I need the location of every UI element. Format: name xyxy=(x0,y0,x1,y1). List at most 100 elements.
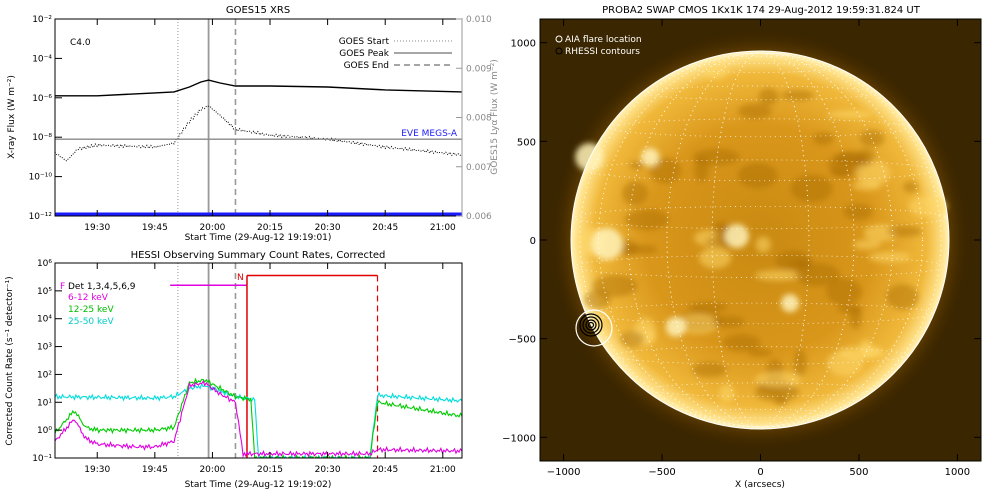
goes-y2-axis: 0.006 0.007 0.008 0.009 0.010 xyxy=(456,15,492,222)
hessi-title: HESSI Observing Summary Count Rates, Cor… xyxy=(131,250,386,261)
hessi-x-tick-label: 20:15 xyxy=(257,465,283,475)
swap-texture-blob xyxy=(692,361,727,378)
goes-x-tick-label: 19:30 xyxy=(84,223,110,233)
swap-y-axis: 1000 500 0 −500 −1000 xyxy=(502,39,981,444)
goes-y-tick-label: 10⁻⁶ xyxy=(32,94,52,104)
swap-texture-blob xyxy=(624,209,670,231)
goes-flare-class: C4.0 xyxy=(70,38,91,48)
swap-grid-latitude xyxy=(588,302,933,325)
goes-y2-tick-label: 0.006 xyxy=(466,212,492,222)
swap-active-region xyxy=(590,227,623,260)
swap-grid-latitude xyxy=(612,346,909,365)
goes-x-label: Start Time (29-Aug-12 19:19:01) xyxy=(185,233,332,243)
goes-x-tick-label: 21:00 xyxy=(430,223,456,233)
goes-y-tick-label: 10⁻¹⁰ xyxy=(29,173,53,183)
hessi-panel: HESSI Observing Summary Count Rates, Cor… xyxy=(5,250,463,490)
swap-texture-blob xyxy=(737,103,772,119)
goes-x-tick-label: 20:30 xyxy=(315,223,341,233)
swap-legend: AIA flare location RHESSI contours xyxy=(555,35,642,57)
hessi-state-f: F xyxy=(60,282,65,292)
swap-texture-blob xyxy=(737,162,778,189)
hessi-legend-6-12: 6-12 keV xyxy=(68,293,109,303)
swap-grid-latitude xyxy=(574,254,947,278)
swap-grid-latitude xyxy=(610,118,911,138)
goes-y-tick-label: 10⁻⁴ xyxy=(32,54,52,64)
goes-y-tick-label: 10⁻¹² xyxy=(29,212,53,222)
swap-texture-blob xyxy=(758,88,779,106)
swap-grid-latitude xyxy=(733,52,788,57)
goes-legend: GOES Start GOES Peak GOES End xyxy=(339,37,452,71)
swap-texture-blob xyxy=(621,181,649,206)
swap-texture-blob xyxy=(853,239,881,250)
swap-y-tick-label: 0 xyxy=(530,236,536,247)
goes-title: GOES15 XRS xyxy=(226,5,290,16)
hessi-y-tick-label: 10⁰ xyxy=(37,426,52,436)
hessi-x-tick-label: 20:00 xyxy=(199,465,225,475)
swap-grid-latitude xyxy=(574,206,947,230)
swap-legend-rhessi: RHESSI contours xyxy=(565,47,640,57)
swap-texture-blob xyxy=(829,168,851,178)
swap-texture-blob xyxy=(781,89,815,101)
hessi-series-6-12-keV xyxy=(55,379,462,458)
swap-texture-blob xyxy=(856,148,875,167)
goes-y-tick-label: 10⁻⁸ xyxy=(32,133,52,143)
swap-x-axis: −1000 −500 0 500 1000 xyxy=(547,19,970,478)
hessi-state-n: N xyxy=(237,273,244,283)
hessi-y-tick-label: 10² xyxy=(37,370,52,380)
goes-y2-tick-label: 0.010 xyxy=(466,15,492,25)
swap-active-region xyxy=(641,148,660,167)
swap-grid-latitude xyxy=(690,408,831,419)
swap-grid-latitude xyxy=(686,63,835,73)
swap-legend-aia: AIA flare location xyxy=(565,35,642,45)
swap-texture-blob xyxy=(859,129,885,148)
swap-texture-blob xyxy=(842,203,873,221)
goes-y-tick-label: 10⁻² xyxy=(32,15,52,25)
hessi-y-tick-label: 10⁻¹ xyxy=(32,454,52,464)
swap-texture-blob xyxy=(722,333,761,352)
hessi-y-axis: 10⁻¹ 10⁰ 10¹ 10² 10³ 10⁴ 10⁵ 10⁶ xyxy=(32,259,62,464)
hessi-y-tick-label: 10³ xyxy=(37,343,52,353)
swap-texture-blob xyxy=(623,244,658,255)
swap-texture-blob xyxy=(790,174,833,203)
swap-texture-blob xyxy=(812,132,835,146)
swap-title: PROBA2 SWAP CMOS 1Kx1K 174 29-Aug-2012 1… xyxy=(602,5,921,16)
swap-grid-longitude xyxy=(579,52,942,428)
aia-flare-marker xyxy=(575,309,613,347)
swap-x-tick-label: 500 xyxy=(849,467,868,478)
swap-y-tick-label: 500 xyxy=(517,137,536,148)
hessi-plot-area xyxy=(55,263,462,458)
swap-grid-longitude xyxy=(666,52,855,428)
swap-texture-blob xyxy=(592,274,638,298)
swap-texture-blob xyxy=(712,315,746,328)
swap-texture-blob xyxy=(719,384,735,403)
swap-grid-latitude xyxy=(647,382,874,397)
swap-texture-blob xyxy=(704,64,729,79)
swap-texture-blob xyxy=(629,161,645,170)
swap-texture-blob xyxy=(754,381,800,402)
swap-grid-longitude xyxy=(598,52,923,428)
goes-series-1 xyxy=(55,105,462,162)
hessi-x-tick-label: 21:00 xyxy=(430,465,456,475)
rhessi-contours xyxy=(579,313,603,337)
legend-goes-start: GOES Start xyxy=(339,37,390,47)
goes-frame xyxy=(54,18,463,217)
hessi-series-25-50-keV xyxy=(55,382,462,458)
hessi-x-tick-label: 20:45 xyxy=(372,465,398,475)
swap-texture-blob xyxy=(825,278,863,306)
swap-texture-blob xyxy=(836,304,863,314)
swap-texture-blob xyxy=(908,195,948,217)
swap-texture-blob xyxy=(827,110,873,119)
swap-texture-blob xyxy=(837,346,885,360)
goes-y-label: X-ray Flux (W m⁻²) xyxy=(7,75,17,159)
goes-y2-tick-label: 0.008 xyxy=(466,114,492,124)
swap-image: AIA flare location RHESSI contours xyxy=(540,19,981,461)
hessi-series-12-25-keV xyxy=(55,377,462,458)
goes-x-tick-label: 19:45 xyxy=(142,223,168,233)
hessi-y-label: Corrected Count Rate (s⁻¹ detector⁻¹) xyxy=(5,276,15,445)
hessi-y-tick-label: 10¹ xyxy=(37,398,52,408)
hessi-x-tick-label: 19:30 xyxy=(84,465,110,475)
goes-series-0 xyxy=(55,79,462,97)
goes-x-axis: 19:30 19:45 20:00 20:15 20:30 20:45 21:00 xyxy=(84,19,456,233)
legend-goes-peak: GOES Peak xyxy=(339,49,389,59)
